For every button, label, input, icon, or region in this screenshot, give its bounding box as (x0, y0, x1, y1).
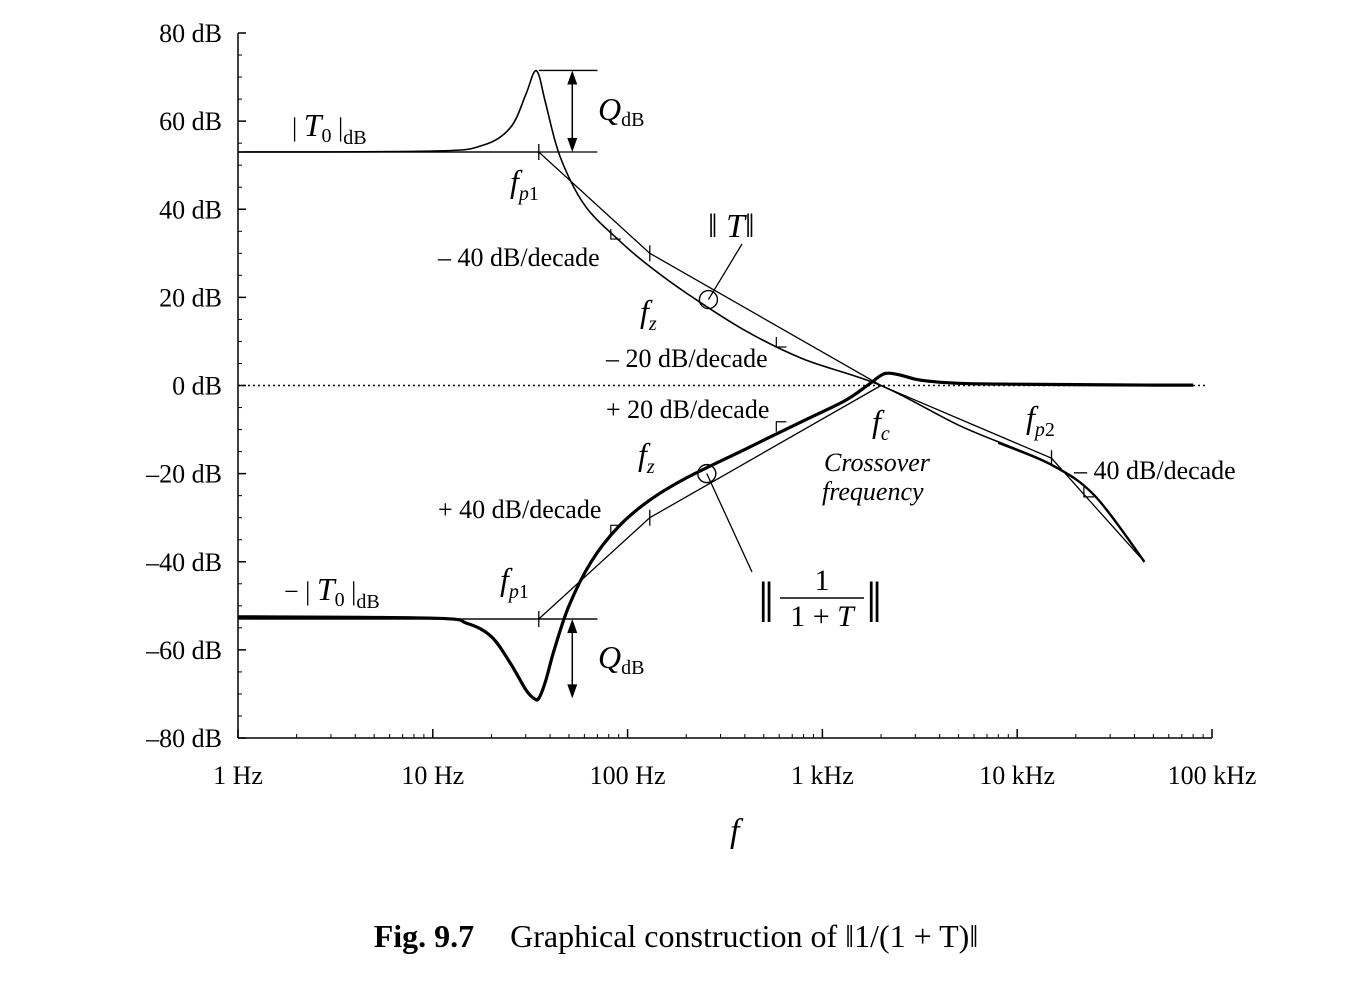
curve-inv-1-plus-t (237, 371, 1194, 702)
callout-t-leader (707, 243, 743, 300)
slope-marker (775, 421, 787, 432)
y-tick-label: –60 dB (145, 636, 222, 665)
caption-text: Graphical construction of ‖1/(1 + T)‖ (510, 918, 979, 954)
caption-number: Fig. 9.7 (373, 918, 475, 954)
fp1-top-label: fp1 (510, 163, 539, 205)
x-tick-label: 10 kHz (979, 761, 1055, 790)
crossover-line2: frequency (822, 477, 924, 506)
qdb-top-arrow-top (567, 70, 578, 85)
t0-top-label: | T0 |dB (292, 107, 367, 149)
x-tick-label: 10 Hz (401, 761, 464, 790)
fz-bottom-label: fz (638, 436, 655, 478)
qdb-bottom-arrow-bottom (567, 684, 578, 699)
qdb-bottom-label: QdB (598, 639, 644, 679)
slope-marker (775, 337, 787, 348)
fc-label: fc (872, 403, 890, 445)
qdb-top-arrow-bottom (567, 137, 578, 152)
fz-top-label: fz (640, 293, 657, 335)
x-tick-label: 1 Hz (213, 761, 263, 790)
callout-t-circle (698, 289, 719, 310)
fp1-bottom-label: fp1 (500, 561, 529, 603)
y-tick-label: 0 dB (172, 372, 222, 401)
y-tick-label: 40 dB (159, 195, 222, 224)
callout-inv-circle (697, 463, 717, 484)
slope-minus40-right: – 40 dB/decade (1073, 456, 1236, 485)
slope-minus20: – 20 dB/decade (605, 344, 768, 373)
qdb-top-label: QdB (598, 91, 644, 131)
fp2-label: fp2 (1026, 399, 1055, 441)
slope-marker (1083, 486, 1094, 498)
slope-plus20: + 20 dB/decade (606, 395, 769, 424)
svg-text:‖: ‖ (758, 570, 774, 635)
axes: 80 dB 60 dB 40 dB 20 dB 0 dB –20 dB –40 dB –60 … (145, 19, 1256, 790)
t0-bottom-label: − | T0 |dB (284, 571, 380, 613)
svg-text:‖: ‖ (866, 570, 882, 635)
curve-t (237, 69, 1146, 563)
t-norm-label: ‖ T‖ (708, 208, 755, 245)
annotations: | T0 |dB − | T0 |dB QdB QdB fp1 fp1 fz f… (284, 91, 1236, 850)
slope-marker (610, 524, 621, 536)
y-tick-label: –80 dB (145, 724, 222, 753)
slope-minus40: – 40 dB/decade (437, 243, 600, 272)
x-tick-label: 100 kHz (1168, 761, 1257, 790)
inv-num: 1 (815, 564, 830, 597)
slope-plus40: + 40 dB/decade (438, 495, 601, 524)
figure-caption: Fig. 9.7 Graphical construction of ‖1/(1 … (0, 918, 1352, 955)
y-tick-label: –40 dB (145, 548, 222, 577)
crossover-line1: Crossover (824, 448, 931, 477)
y-tick-label: –20 dB (145, 460, 222, 489)
x-axis-label: f (730, 813, 744, 850)
x-tick-label: 1 kHz (791, 761, 854, 790)
y-tick-label: 60 dB (159, 107, 222, 136)
plot-marks (237, 69, 1208, 702)
qdb-bottom-arrow-top (567, 619, 578, 634)
x-tick-label: 100 Hz (590, 761, 666, 790)
y-tick-label: 20 dB (159, 283, 222, 312)
inv-norm-label: ‖ 1 1 + T ‖ (758, 564, 882, 635)
curve-t-tail (997, 441, 1146, 563)
callout-inv-leader (706, 473, 753, 573)
y-tick-label: 80 dB (159, 19, 222, 48)
inv-den: 1 + T (790, 600, 856, 633)
